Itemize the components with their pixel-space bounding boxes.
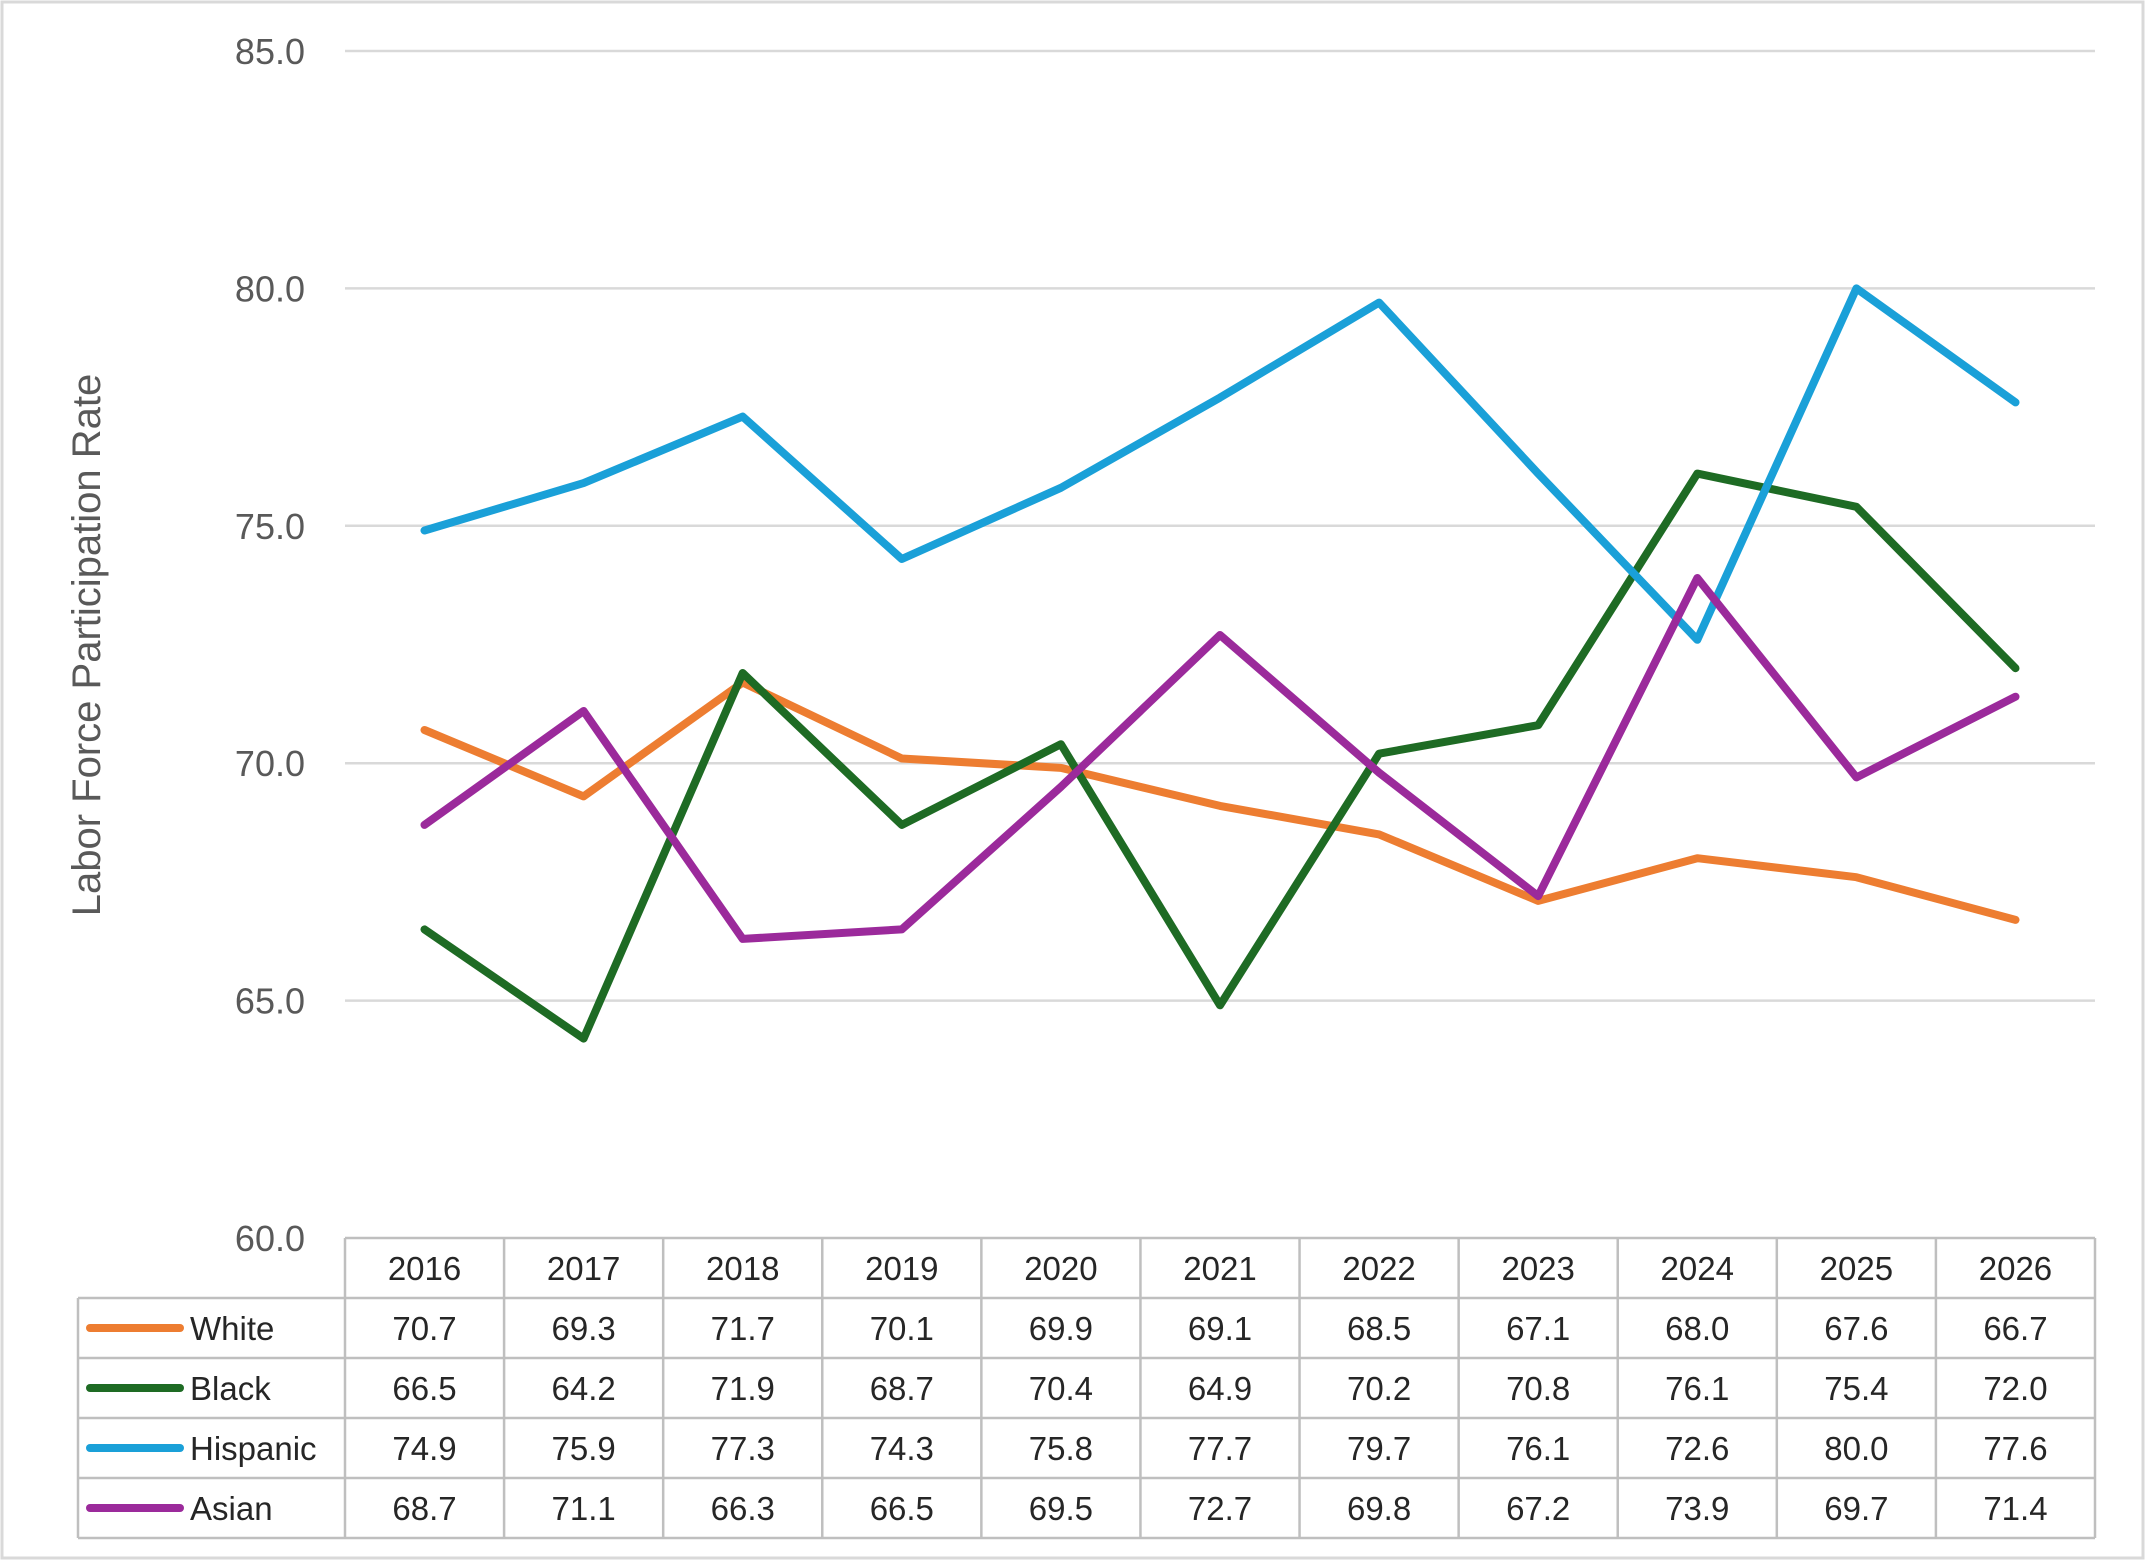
x-tick-label: 2024: [1661, 1250, 1734, 1287]
series-line-hispanic: [420, 284, 2020, 644]
series-lines: [420, 284, 2020, 1043]
x-tick-label: 2026: [1979, 1250, 2052, 1287]
x-tick-label: 2020: [1024, 1250, 1097, 1287]
table-cell-value: 64.9: [1188, 1370, 1252, 1407]
y-tick-label: 85.0: [235, 31, 305, 72]
table-cell-value: 67.2: [1506, 1490, 1570, 1527]
table-cell-value: 75.8: [1029, 1430, 1093, 1467]
table-cell-value: 77.3: [711, 1430, 775, 1467]
table-cell-value: 72.7: [1188, 1490, 1252, 1527]
y-axis-ticks: 60.0 65.0 70.0 75.0 80.0 85.0: [235, 31, 305, 1259]
table-cell-value: 70.4: [1029, 1370, 1093, 1407]
table-cell-value: 66.5: [392, 1370, 456, 1407]
table-cell-value: 68.5: [1347, 1310, 1411, 1347]
x-tick-label: 2022: [1342, 1250, 1415, 1287]
table-cell-value: 72.0: [1983, 1370, 2047, 1407]
table-cell-value: 70.8: [1506, 1370, 1570, 1407]
x-tick-label: 2023: [1501, 1250, 1574, 1287]
data-table: 2016 2017 2018 2019 2020 2021 2022 2023 2024 2025…: [76, 1236, 2097, 1540]
y-tick-label: 60.0: [235, 1218, 305, 1259]
table-cell-value: 75.4: [1824, 1370, 1888, 1407]
table-cell-value: 74.9: [392, 1430, 456, 1467]
table-cell-value: 79.7: [1347, 1430, 1411, 1467]
x-tick-label: 2025: [1820, 1250, 1893, 1287]
y-tick-label: 75.0: [235, 506, 305, 547]
table-cell-value: 69.7: [1824, 1490, 1888, 1527]
table-cell-value: 68.7: [870, 1370, 934, 1407]
y-tick-label: 65.0: [235, 981, 305, 1022]
table-cell-value: 76.1: [1665, 1370, 1729, 1407]
table-cell-value: 77.7: [1188, 1430, 1252, 1467]
table-cell-value: 73.9: [1665, 1490, 1729, 1527]
legend-label: Hispanic: [190, 1430, 317, 1467]
table-cell-value: 71.7: [711, 1310, 775, 1347]
table-cell-value: 71.1: [552, 1490, 616, 1527]
series-line-black: [420, 469, 2020, 1043]
table-cell-value: 68.7: [392, 1490, 456, 1527]
table-cell-value: 71.9: [711, 1370, 775, 1407]
table-cell-value: 70.2: [1347, 1370, 1411, 1407]
table-cell-value: 69.3: [552, 1310, 616, 1347]
table-cell-value: 66.7: [1983, 1310, 2047, 1347]
x-tick-label: 2016: [388, 1250, 461, 1287]
table-cell-value: 80.0: [1824, 1430, 1888, 1467]
x-tick-label: 2017: [547, 1250, 620, 1287]
table-cell-value: 66.3: [711, 1490, 775, 1527]
series-line-white: [420, 678, 2020, 924]
table-cell-value: 64.2: [552, 1370, 616, 1407]
x-tick-label: 2021: [1183, 1250, 1256, 1287]
table-cell-value: 66.5: [870, 1490, 934, 1527]
y-tick-label: 70.0: [235, 743, 305, 784]
table-cell-value: 75.9: [552, 1430, 616, 1467]
table-cell-value: 69.9: [1029, 1310, 1093, 1347]
table-cell-value: 76.1: [1506, 1430, 1570, 1467]
legend-label: Black: [190, 1370, 271, 1407]
table-cell-value: 70.1: [870, 1310, 934, 1347]
x-tick-label: 2018: [706, 1250, 779, 1287]
legend-label: White: [190, 1310, 274, 1347]
table-cell-value: 67.6: [1824, 1310, 1888, 1347]
y-axis-title: Labor Force Participation Rate: [65, 374, 109, 917]
table-cell-value: 69.1: [1188, 1310, 1252, 1347]
table-cell-value: 74.3: [870, 1430, 934, 1467]
x-tick-label: 2019: [865, 1250, 938, 1287]
table-cell-value: 69.8: [1347, 1490, 1411, 1527]
table-cell-value: 68.0: [1665, 1310, 1729, 1347]
series-line-asian: [420, 574, 2020, 943]
table-cell-value: 67.1: [1506, 1310, 1570, 1347]
table-cell-value: 71.4: [1983, 1490, 2047, 1527]
table-cell-value: 69.5: [1029, 1490, 1093, 1527]
legend-label: Asian: [190, 1490, 273, 1527]
y-tick-label: 80.0: [235, 268, 305, 309]
table-cell-value: 72.6: [1665, 1430, 1729, 1467]
table-cell-value: 77.6: [1983, 1430, 2047, 1467]
table-cell-value: 70.7: [392, 1310, 456, 1347]
